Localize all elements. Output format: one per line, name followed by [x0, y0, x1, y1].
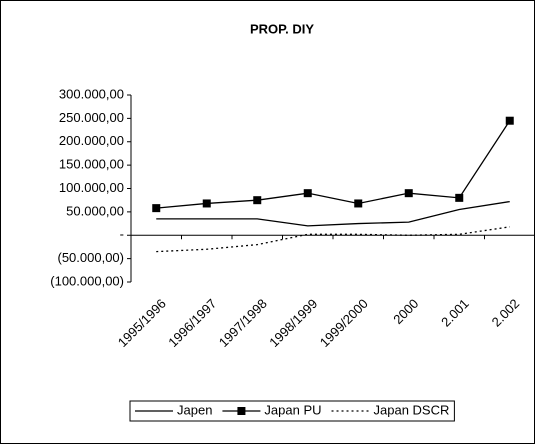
data-point	[202, 199, 211, 208]
y-tick-label: 200.000,00	[59, 133, 124, 148]
series-line	[156, 120, 511, 209]
data-point	[152, 204, 161, 213]
data-point	[354, 199, 363, 208]
legend-marker	[237, 407, 246, 415]
legend-label: Japan DSCR	[374, 402, 450, 417]
y-tick-label: 150.000,00	[59, 157, 124, 172]
series-line	[156, 226, 510, 253]
data-point	[404, 189, 413, 198]
y-tick-label: (100.000,00)	[50, 273, 124, 288]
y-tick-label: 50.000,00	[66, 203, 124, 218]
y-tick-label: 300.000,00	[59, 86, 124, 101]
y-tick-label: -	[120, 227, 124, 242]
y-tick-label: 250.000,00	[59, 110, 124, 125]
legend-label: Japen	[177, 402, 212, 417]
y-tick-label: (50.000,00)	[58, 250, 125, 265]
series-line	[156, 200, 510, 227]
data-point	[253, 196, 262, 205]
legend-label: Japan PU	[264, 402, 321, 417]
y-tick-label: 100.000,00	[59, 180, 124, 195]
chart-title: PROP. DIY	[250, 21, 314, 36]
data-point	[303, 189, 312, 198]
legend: Japen Japan PU Japan DSCR	[129, 400, 455, 422]
data-point	[455, 193, 464, 202]
legend-box	[129, 400, 455, 422]
data-point	[505, 116, 514, 125]
